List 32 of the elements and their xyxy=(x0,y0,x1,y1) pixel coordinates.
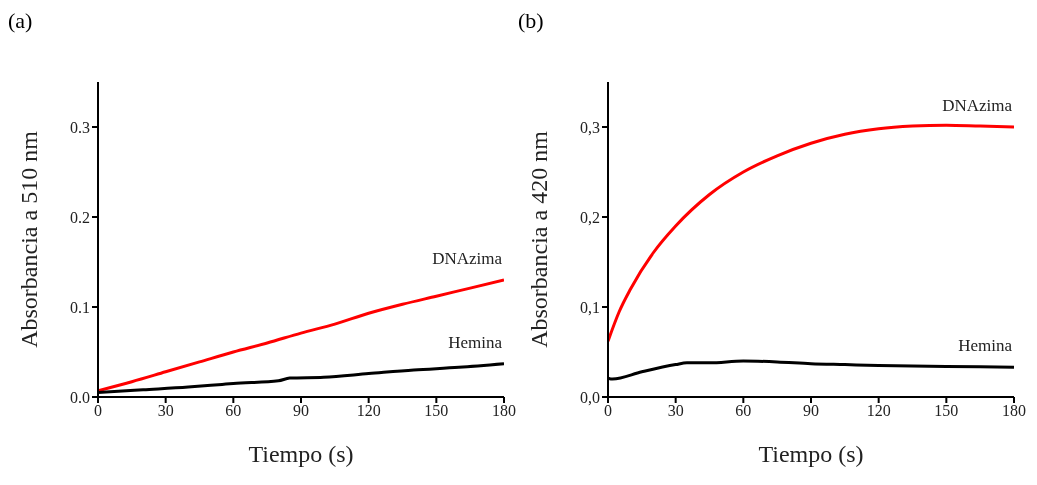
y-tick-label: 0,2 xyxy=(580,208,600,226)
y-tick-label: 0,3 xyxy=(580,118,600,136)
x-tick-label: 60 xyxy=(735,402,752,420)
x-tick-label: 180 xyxy=(1002,402,1026,420)
series-label: DNAzima xyxy=(432,249,503,268)
y-axis-title: Absorbancia a 420 nm xyxy=(525,130,552,348)
x-tick-label: 30 xyxy=(667,402,684,420)
x-tick-label: 0 xyxy=(604,402,612,420)
y-tick-label: 0.0 xyxy=(70,388,90,406)
y-tick-label: 0,0 xyxy=(580,388,600,406)
x-tick-label: 150 xyxy=(934,402,959,420)
x-axis-title: Tiempo (s) xyxy=(758,441,864,467)
x-tick-label: 90 xyxy=(293,402,309,420)
x-tick-label: 60 xyxy=(225,402,242,420)
series-label: Hemina xyxy=(448,332,503,352)
y-tick-label: 0.2 xyxy=(70,208,90,226)
x-tick-label: 30 xyxy=(157,402,174,420)
chart-title: (b) xyxy=(518,8,545,35)
x-tick-label: 120 xyxy=(356,402,381,420)
chart-title: (a) xyxy=(8,8,34,35)
y-tick-label: 0.1 xyxy=(70,298,90,316)
series-label: DNAzima xyxy=(942,96,1013,115)
y-tick-label: 0.3 xyxy=(70,118,90,136)
x-tick-label: 120 xyxy=(866,402,891,420)
y-tick-label: 0,1 xyxy=(580,298,600,316)
x-tick-label: 0 xyxy=(94,402,102,420)
x-axis-title: Tiempo (s) xyxy=(248,441,354,467)
x-tick-label: 150 xyxy=(424,402,449,420)
series-label: Hemina xyxy=(958,336,1013,356)
x-tick-label: 90 xyxy=(803,402,819,420)
y-axis-title: Absorbancia a 510 nm xyxy=(15,130,42,348)
x-tick-label: 180 xyxy=(492,402,516,420)
